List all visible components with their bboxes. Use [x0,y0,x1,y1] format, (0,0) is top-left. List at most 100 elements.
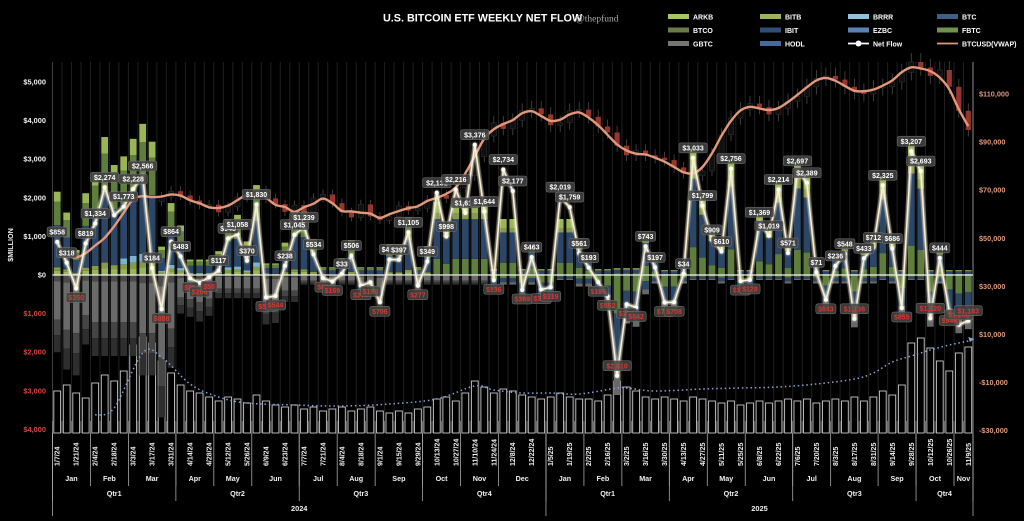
svg-text:$686: $686 [885,236,901,243]
svg-text:$2,697: $2,697 [787,159,809,166]
svg-text:$2,214: $2,214 [768,177,790,184]
svg-text:$610: $610 [714,239,730,246]
svg-text:1/7/24: 1/7/24 [55,446,62,466]
svg-text:3/2/25: 3/2/25 [624,446,631,466]
svg-text:$643: $643 [818,306,834,313]
svg-text:8/18/24: 8/18/24 [358,443,365,466]
svg-text:$548: $548 [837,241,853,248]
svg-text:BTCO: BTCO [693,28,713,35]
svg-text:2/16/25: 2/16/25 [605,443,612,466]
svg-text:3/3/24: 3/3/24 [131,446,138,466]
svg-text:12/8/24: 12/8/24 [510,443,517,466]
svg-text:Qtr2: Qtr2 [230,489,245,498]
svg-text:$370: $370 [239,248,255,255]
svg-text:$1,239: $1,239 [293,215,315,222]
svg-text:$706: $706 [372,309,388,316]
svg-text:$1,019: $1,019 [758,223,780,230]
svg-text:$4,000: $4,000 [23,425,46,434]
svg-text:9/14/25: 9/14/25 [890,443,897,466]
svg-text:$712: $712 [866,235,882,242]
svg-text:7/7/24: 7/7/24 [302,446,309,466]
svg-text:$1,334: $1,334 [84,211,106,218]
svg-text:$2,177: $2,177 [502,179,524,186]
svg-text:$552: $552 [600,303,616,310]
svg-text:$186: $186 [590,289,606,296]
svg-text:FBTC: FBTC [962,28,981,35]
svg-text:Net Flow: Net Flow [873,42,903,49]
svg-text:$2,000: $2,000 [23,193,46,202]
svg-text:$858: $858 [49,230,65,237]
svg-text:Jan: Jan [65,474,77,483]
svg-text:BRRR: BRRR [873,15,893,22]
svg-text:7/6/25: 7/6/25 [795,446,802,466]
svg-text:$5,000: $5,000 [23,78,46,87]
svg-text:Qtr4: Qtr4 [937,489,952,498]
svg-text:10/13/24: 10/13/24 [434,439,441,466]
svg-text:$193: $193 [581,255,597,262]
svg-text:$70,000: $70,000 [979,186,1005,195]
svg-text:$3,000: $3,000 [23,386,46,395]
svg-text:$1,045: $1,045 [284,222,306,229]
svg-text:6/23/24: 6/23/24 [283,443,290,466]
svg-text:2025: 2025 [751,504,767,513]
svg-text:$855: $855 [894,315,910,322]
svg-text:$1,369: $1,369 [749,210,771,217]
svg-text:2/18/24: 2/18/24 [112,443,119,466]
svg-text:$71: $71 [811,260,823,267]
svg-text:$1,830: $1,830 [246,192,268,199]
svg-text:9/29/24: 9/29/24 [415,443,422,466]
svg-text:8/3/25: 8/3/25 [833,446,840,466]
svg-text:$4,000: $4,000 [23,116,46,125]
svg-text:9/15/24: 9/15/24 [396,443,403,466]
svg-text:$30,000: $30,000 [979,282,1005,291]
svg-text:HODL: HODL [785,42,806,49]
svg-text:$1,644: $1,644 [474,199,496,206]
svg-text:2/4/24: 2/4/24 [93,446,100,466]
svg-text:$117: $117 [211,258,226,265]
svg-text:$1,799: $1,799 [692,193,714,200]
svg-text:$544: $544 [268,303,284,310]
svg-text:$506: $506 [344,243,360,250]
svg-text:$2,756: $2,756 [720,156,742,163]
svg-text:$444: $444 [932,246,948,253]
svg-text:$2,566: $2,566 [132,164,154,171]
svg-text:Jul: Jul [807,474,817,483]
svg-text:5/25/25: 5/25/25 [738,443,745,466]
svg-text:$571: $571 [780,241,796,248]
svg-text:$2,389: $2,389 [796,170,818,177]
svg-text:1/21/24: 1/21/24 [74,443,81,466]
svg-text:5/11/25: 5/11/25 [719,443,726,466]
svg-text:$110,000: $110,000 [979,90,1009,99]
svg-text:$819: $819 [78,231,94,238]
svg-text:Jan: Jan [559,474,571,483]
svg-text:6/8/25: 6/8/25 [757,446,764,466]
svg-text:$1,183: $1,183 [958,308,980,315]
svg-text:4/14/24: 4/14/24 [188,443,195,466]
svg-text:$534: $534 [306,242,322,249]
svg-text:$0: $0 [38,271,46,280]
svg-text:8/17/25: 8/17/25 [852,443,859,466]
svg-text:2024: 2024 [291,504,308,513]
svg-text:EZBC: EZBC [873,28,892,35]
svg-text:$350: $350 [68,295,84,302]
svg-text:$10,000: $10,000 [979,330,1005,339]
svg-text:May: May [719,474,733,483]
svg-text:Jul: Jul [313,474,323,483]
svg-text:$50,000: $50,000 [979,234,1005,243]
svg-text:$1,773: $1,773 [113,194,135,201]
svg-text:Oct: Oct [436,474,449,483]
svg-text:3/31/24: 3/31/24 [169,443,176,466]
svg-text:$169: $169 [325,288,341,295]
svg-text:11/10/24: 11/10/24 [472,439,479,466]
svg-text:Sep: Sep [891,474,905,483]
svg-text:$864: $864 [163,229,179,236]
svg-text:$2,693: $2,693 [910,159,932,166]
svg-text:9/1/24: 9/1/24 [377,446,384,466]
svg-text:1/19/25: 1/19/25 [567,443,574,466]
svg-text:$1,759: $1,759 [559,195,581,202]
svg-text:4/28/24: 4/28/24 [207,443,214,466]
svg-text:11/24/24: 11/24/24 [491,439,498,466]
svg-text:Apr: Apr [189,474,202,483]
svg-text:$3,207: $3,207 [901,139,923,146]
svg-text:Mar: Mar [146,474,159,483]
